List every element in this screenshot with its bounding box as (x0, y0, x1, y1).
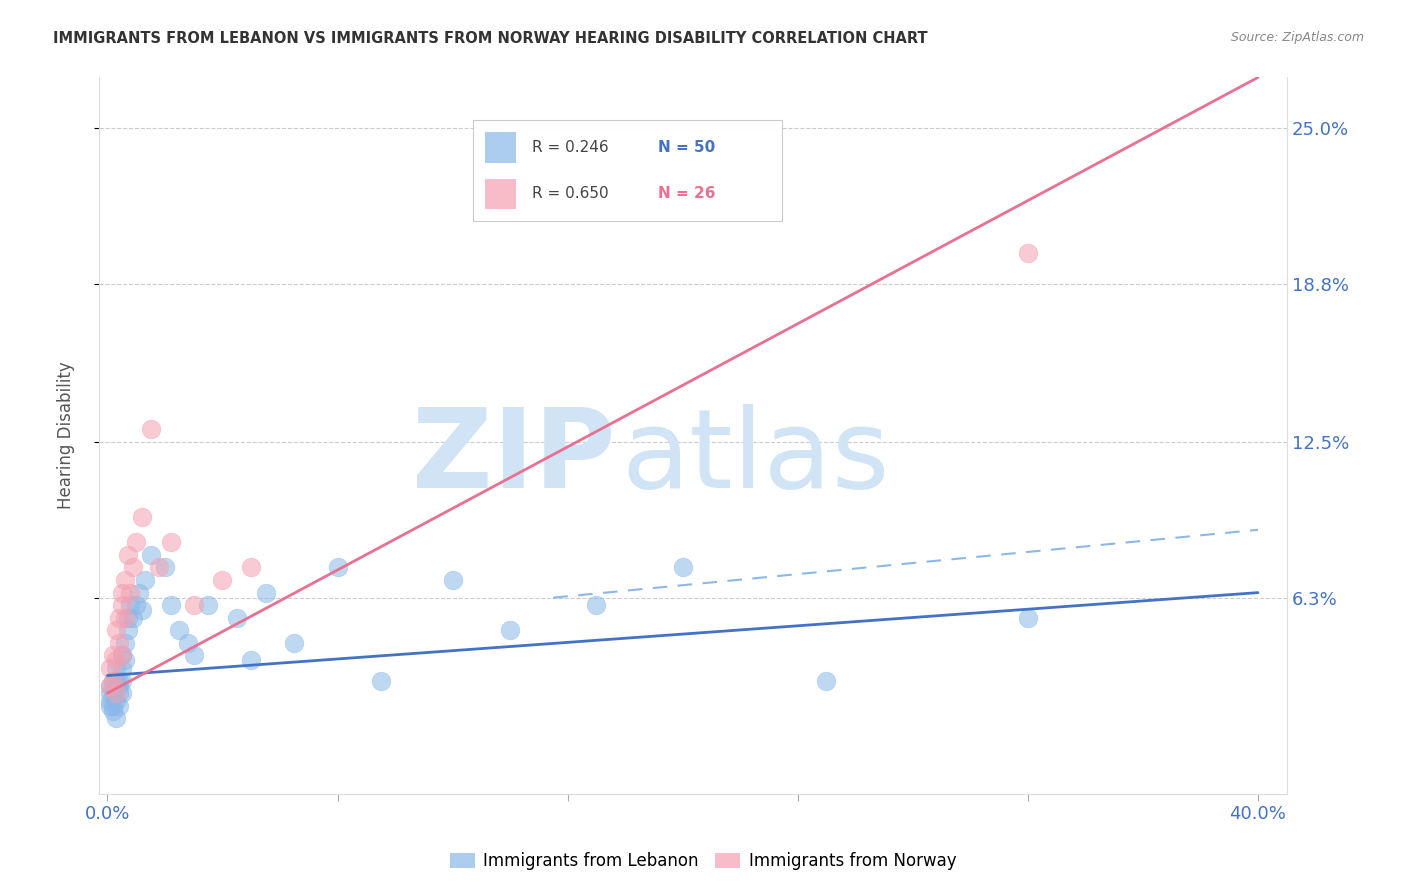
Point (159, 598, 181, 612)
Point (283, 636, 305, 650)
Point (254, 585, 277, 599)
Point (111, 673, 134, 688)
Point (111, 598, 134, 612)
Point (105, 624, 128, 638)
Point (122, 611, 145, 625)
Point (101, 704, 124, 718)
Point (105, 653, 128, 667)
Point (98, 686, 121, 700)
Point (105, 661, 128, 675)
Point (105, 679, 128, 693)
Point (108, 698, 131, 713)
Point (117, 624, 139, 638)
Point (169, 624, 191, 638)
Point (122, 560, 145, 574)
Point (114, 636, 136, 650)
Point (499, 624, 522, 638)
Point (125, 535, 148, 549)
Point (101, 673, 124, 688)
Point (120, 585, 142, 599)
Point (111, 585, 134, 599)
Point (139, 548, 162, 562)
Point (139, 422, 162, 436)
Point (183, 598, 205, 612)
Point (211, 573, 233, 587)
Point (177, 636, 200, 650)
Point (98, 679, 121, 693)
Point (101, 648, 124, 663)
Point (1017, 246, 1039, 260)
Y-axis label: Hearing Disability: Hearing Disability (58, 361, 75, 509)
Point (105, 711, 128, 725)
Point (108, 611, 131, 625)
Point (105, 673, 128, 688)
Point (585, 598, 607, 612)
Point (672, 560, 695, 574)
Point (148, 560, 170, 574)
Point (111, 686, 134, 700)
Point (370, 673, 392, 688)
Point (117, 611, 139, 625)
Point (111, 661, 134, 675)
Point (240, 653, 263, 667)
Point (125, 598, 148, 612)
Point (111, 648, 134, 663)
Point (159, 535, 181, 549)
Point (197, 598, 219, 612)
Point (101, 698, 124, 713)
Point (114, 573, 136, 587)
Point (153, 560, 176, 574)
Point (183, 648, 205, 663)
Point (114, 611, 136, 625)
Point (108, 686, 131, 700)
Point (128, 585, 150, 599)
Point (105, 694, 128, 708)
Point (441, 573, 464, 587)
Point (105, 686, 128, 700)
Point (815, 673, 838, 688)
Point (101, 673, 124, 688)
Point (108, 673, 131, 688)
Point (225, 611, 247, 625)
Point (1017, 611, 1039, 625)
Text: ZIP: ZIP (412, 403, 616, 510)
Point (120, 598, 142, 612)
Point (111, 648, 134, 663)
Point (131, 603, 153, 617)
Point (98, 698, 121, 713)
Point (101, 686, 124, 700)
Text: atlas: atlas (621, 403, 890, 510)
Point (108, 679, 131, 693)
Point (108, 636, 131, 650)
Point (240, 560, 263, 574)
Point (114, 653, 136, 667)
Legend: Immigrants from Lebanon, Immigrants from Norway: Immigrants from Lebanon, Immigrants from… (443, 846, 963, 877)
Point (98, 679, 121, 693)
Point (117, 548, 139, 562)
Text: Source: ZipAtlas.com: Source: ZipAtlas.com (1230, 31, 1364, 45)
Point (98, 694, 121, 708)
Point (326, 560, 349, 574)
Point (134, 573, 156, 587)
Point (131, 510, 153, 524)
Point (98, 661, 121, 675)
Text: IMMIGRANTS FROM LEBANON VS IMMIGRANTS FROM NORWAY HEARING DISABILITY CORRELATION: IMMIGRANTS FROM LEBANON VS IMMIGRANTS FR… (53, 31, 928, 46)
